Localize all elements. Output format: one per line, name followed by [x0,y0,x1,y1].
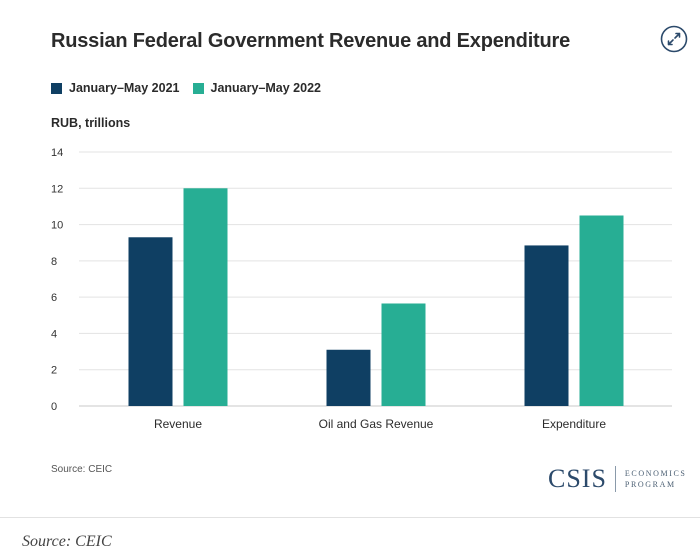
chart-card: Russian Federal Government Revenue and E… [51,25,688,494]
bar-2022 [579,215,624,406]
chart-source-note: Source: CEIC [51,464,113,475]
y-tick-label: 2 [51,365,57,377]
logo-program-text: ECONOMICS PROGRAM [625,468,687,490]
x-category-label: Expenditure [542,417,606,431]
legend-label-2021: January–May 2021 [69,81,180,95]
bar-2022 [381,303,426,406]
y-axis-label: RUB, trillions [51,116,131,130]
caption-divider [0,517,700,518]
legend-swatch-2021 [51,82,62,94]
chart-legend: January–May 2021 January–May 2022 [51,81,334,95]
bar-2021 [128,237,173,406]
legend-item-2021: January–May 2021 [51,81,180,95]
expand-arrows-icon [660,25,688,53]
y-tick-label: 0 [51,401,57,413]
csis-economics-logo: CSIS ECONOMICS PROGRAM [548,464,686,494]
logo-program-line1: ECONOMICS [624,469,687,478]
bar-2021 [524,245,569,406]
y-tick-label: 8 [51,256,57,268]
expand-button[interactable] [660,25,688,53]
x-category-label: Oil and Gas Revenue [319,417,434,431]
logo-program-line2: PROGRAM [624,480,676,489]
x-category-label: Revenue [154,417,202,431]
legend-label-2022: January–May 2022 [210,81,322,95]
csis-logo-word: CSIS [548,464,607,493]
legend-item-2022: January–May 2022 [192,81,322,95]
y-tick-label: 14 [51,147,63,159]
logo-divider [614,466,616,492]
y-tick-label: 10 [51,220,63,232]
legend-swatch-2022 [192,82,204,94]
y-tick-label: 12 [51,183,63,195]
chart-title: Russian Federal Government Revenue and E… [51,30,571,52]
bar-chart-plot: 0 2 4 6 8 10 12 14 Revenue Oil and Gas Revenue Exp… [51,147,672,431]
bar-2021 [326,349,371,406]
image-source-caption: Source: CEIC [22,533,112,550]
y-tick-label: 6 [51,292,57,304]
bar-2022 [183,188,228,406]
y-tick-label: 4 [51,328,57,340]
